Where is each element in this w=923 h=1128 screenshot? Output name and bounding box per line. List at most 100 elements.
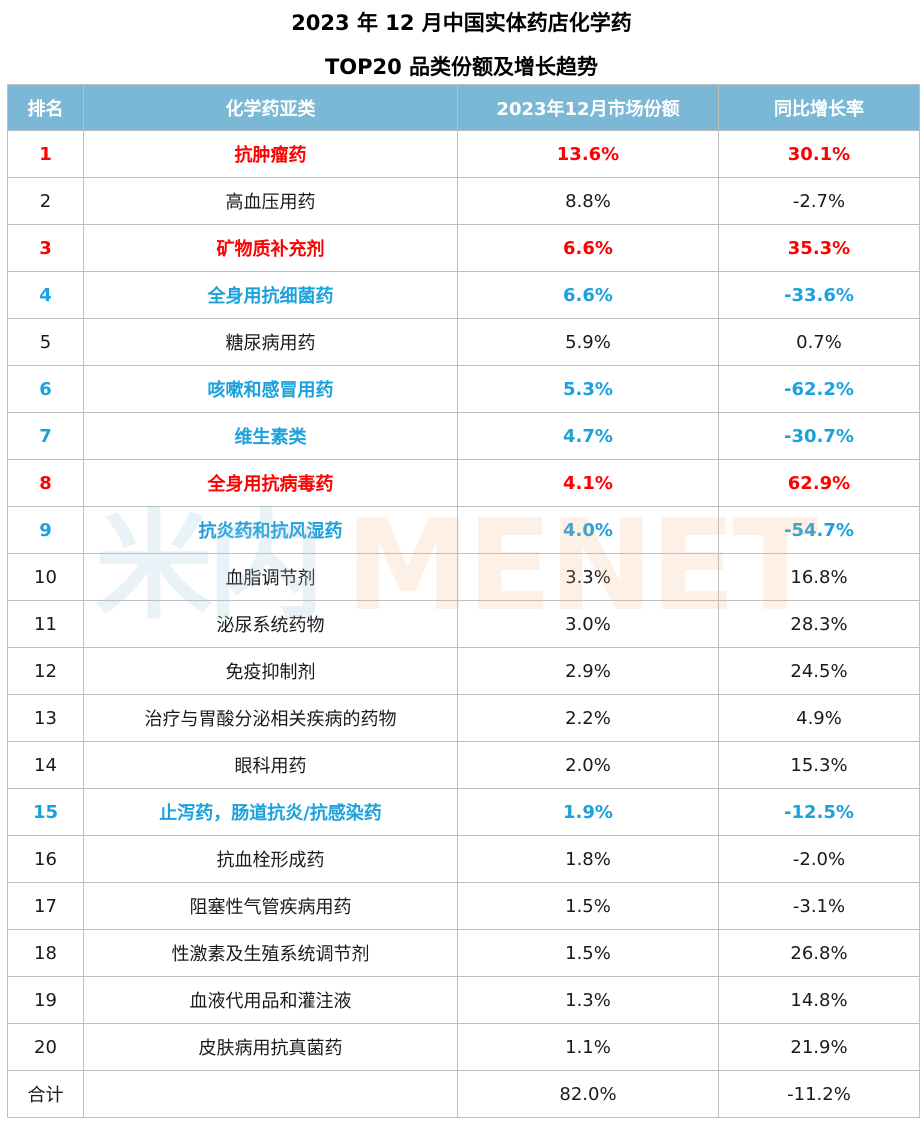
header-category: 化学药亚类 [83, 84, 458, 131]
cell-category: 皮肤病用抗真菌药 [83, 1023, 458, 1071]
cell-rank: 8 [7, 459, 84, 507]
cell-market-share: 2.9% [457, 647, 719, 695]
cell-yoy-growth: 0.7% [718, 318, 920, 366]
cell-market-share: 13.6% [457, 130, 719, 178]
table-row: 18 性激素及生殖系统调节剂 1.5% 26.8% [7, 929, 920, 977]
cell-yoy-growth: -2.0% [718, 835, 920, 883]
cell-category: 高血压用药 [83, 177, 458, 225]
cell-category: 抗肿瘤药 [83, 130, 458, 178]
cell-yoy-growth: 24.5% [718, 647, 920, 695]
cell-yoy-growth: -2.7% [718, 177, 920, 225]
cell-yoy-growth: -33.6% [718, 271, 920, 319]
table-row: 19 血液代用品和灌注液 1.3% 14.8% [7, 976, 920, 1024]
cell-category: 维生素类 [83, 412, 458, 460]
cell-market-share: 1.5% [457, 929, 719, 977]
cell-yoy-growth: 15.3% [718, 741, 920, 789]
cell-yoy-growth: -30.7% [718, 412, 920, 460]
cell-rank: 11 [7, 600, 84, 648]
table-row: 2 高血压用药 8.8% -2.7% [7, 177, 920, 225]
table-row: 1 抗肿瘤药 13.6% 30.1% [7, 130, 920, 178]
total-growth: -11.2% [718, 1070, 920, 1118]
table-body: 1 抗肿瘤药 13.6% 30.1% 2 高血压用药 8.8% -2.7% 3 矿物质补充剂 6.6… [7, 130, 920, 1071]
cell-market-share: 4.1% [457, 459, 719, 507]
table-row: 17 阻塞性气管疾病用药 1.5% -3.1% [7, 882, 920, 930]
cell-yoy-growth: 30.1% [718, 130, 920, 178]
cell-rank: 19 [7, 976, 84, 1024]
cell-rank: 1 [7, 130, 84, 178]
cell-rank: 3 [7, 224, 84, 272]
cell-yoy-growth: 4.9% [718, 694, 920, 742]
cell-category: 阻塞性气管疾病用药 [83, 882, 458, 930]
table-row: 16 抗血栓形成药 1.8% -2.0% [7, 835, 920, 883]
cell-category: 咳嗽和感冒用药 [83, 365, 458, 413]
cell-market-share: 1.8% [457, 835, 719, 883]
cell-yoy-growth: -3.1% [718, 882, 920, 930]
cell-market-share: 1.3% [457, 976, 719, 1024]
cell-rank: 16 [7, 835, 84, 883]
cell-rank: 2 [7, 177, 84, 225]
cell-market-share: 5.9% [457, 318, 719, 366]
cell-market-share: 1.5% [457, 882, 719, 930]
cell-rank: 7 [7, 412, 84, 460]
cell-category: 治疗与胃酸分泌相关疾病的药物 [83, 694, 458, 742]
table-row: 7 维生素类 4.7% -30.7% [7, 412, 920, 460]
cell-rank: 13 [7, 694, 84, 742]
cell-yoy-growth: 28.3% [718, 600, 920, 648]
page-title: 2023 年 12 月中国实体药店化学药 [291, 11, 632, 35]
cell-market-share: 2.2% [457, 694, 719, 742]
table-row: 20 皮肤病用抗真菌药 1.1% 21.9% [7, 1023, 920, 1071]
cell-market-share: 1.1% [457, 1023, 719, 1071]
total-category [83, 1070, 458, 1118]
cell-category: 免疫抑制剂 [83, 647, 458, 695]
table-row: 5 糖尿病用药 5.9% 0.7% [7, 318, 920, 366]
cell-category: 眼科用药 [83, 741, 458, 789]
cell-rank: 10 [7, 553, 84, 601]
table-row: 14 眼科用药 2.0% 15.3% [7, 741, 920, 789]
table-row: 10 血脂调节剂 3.3% 16.8% [7, 553, 920, 601]
cell-yoy-growth: -62.2% [718, 365, 920, 413]
cell-rank: 14 [7, 741, 84, 789]
cell-yoy-growth: -12.5% [718, 788, 920, 836]
cell-yoy-growth: 21.9% [718, 1023, 920, 1071]
cell-market-share: 8.8% [457, 177, 719, 225]
cell-category: 血液代用品和灌注液 [83, 976, 458, 1024]
cell-market-share: 1.9% [457, 788, 719, 836]
cell-category: 泌尿系统药物 [83, 600, 458, 648]
cell-market-share: 4.0% [457, 506, 719, 554]
cell-market-share: 3.0% [457, 600, 719, 648]
table-row: 15 止泻药，肠道抗炎/抗感染药 1.9% -12.5% [7, 788, 920, 836]
cell-category: 抗炎药和抗风湿药 [83, 506, 458, 554]
table-row: 3 矿物质补充剂 6.6% 35.3% [7, 224, 920, 272]
cell-category: 全身用抗病毒药 [83, 459, 458, 507]
cell-market-share: 2.0% [457, 741, 719, 789]
cell-market-share: 6.6% [457, 224, 719, 272]
cell-rank: 6 [7, 365, 84, 413]
cell-rank: 5 [7, 318, 84, 366]
cell-market-share: 4.7% [457, 412, 719, 460]
page-subtitle: TOP20 品类份额及增长趋势 [324, 55, 599, 79]
cell-yoy-growth: -54.7% [718, 506, 920, 554]
cell-category: 矿物质补充剂 [83, 224, 458, 272]
cell-rank: 20 [7, 1023, 84, 1071]
cell-category: 止泻药，肠道抗炎/抗感染药 [83, 788, 458, 836]
cell-category: 糖尿病用药 [83, 318, 458, 366]
cell-category: 性激素及生殖系统调节剂 [83, 929, 458, 977]
cell-rank: 18 [7, 929, 84, 977]
total-label: 合计 [7, 1070, 84, 1118]
table-header-row: 排名 化学药亚类 2023年12月市场份额 同比增长率 [7, 84, 920, 131]
cell-yoy-growth: 14.8% [718, 976, 920, 1024]
cell-category: 血脂调节剂 [83, 553, 458, 601]
cell-yoy-growth: 16.8% [718, 553, 920, 601]
cell-yoy-growth: 35.3% [718, 224, 920, 272]
table-row: 13 治疗与胃酸分泌相关疾病的药物 2.2% 4.9% [7, 694, 920, 742]
table-row: 6 咳嗽和感冒用药 5.3% -62.2% [7, 365, 920, 413]
cell-yoy-growth: 26.8% [718, 929, 920, 977]
cell-rank: 17 [7, 882, 84, 930]
table-row: 12 免疫抑制剂 2.9% 24.5% [7, 647, 920, 695]
cell-rank: 12 [7, 647, 84, 695]
total-row: 合计 82.0% -11.2% [7, 1070, 920, 1118]
cell-category: 抗血栓形成药 [83, 835, 458, 883]
total-share: 82.0% [457, 1070, 719, 1118]
cell-rank: 15 [7, 788, 84, 836]
cell-rank: 9 [7, 506, 84, 554]
